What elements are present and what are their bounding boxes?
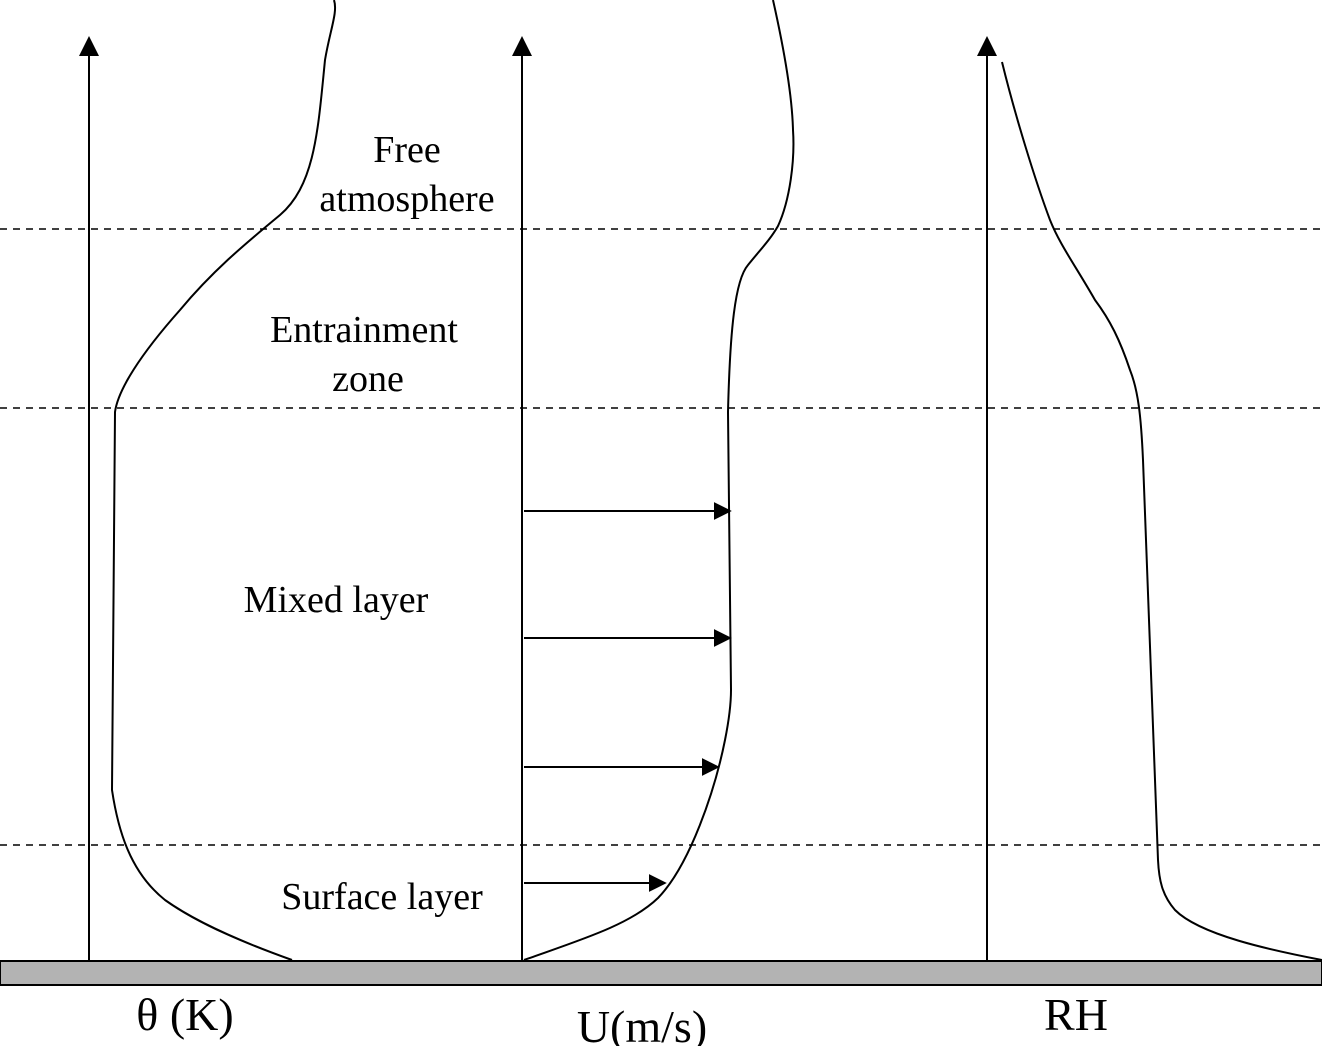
mixed-layer-label: Mixed layer: [244, 579, 429, 621]
entrainment-zone-label-line2: zone: [332, 358, 404, 400]
rh-axis-label: RH: [1044, 989, 1108, 1040]
rh-profile-curve: [1001, 61, 1322, 961]
entrainment-zone-label: Entrainment: [270, 309, 458, 351]
wind-axis-label: U(m/s): [577, 1001, 707, 1046]
surface-layer-label: Surface layer: [281, 876, 483, 918]
theta-profile-curve: [110, 0, 336, 961]
theta-axis-label: θ (K): [136, 989, 233, 1040]
free-atmosphere-label: Free: [373, 129, 441, 171]
free-atmosphere-label-line2: atmosphere: [319, 178, 494, 220]
wind-profile-curve: [523, 0, 795, 961]
ground-surface: [0, 960, 1322, 986]
